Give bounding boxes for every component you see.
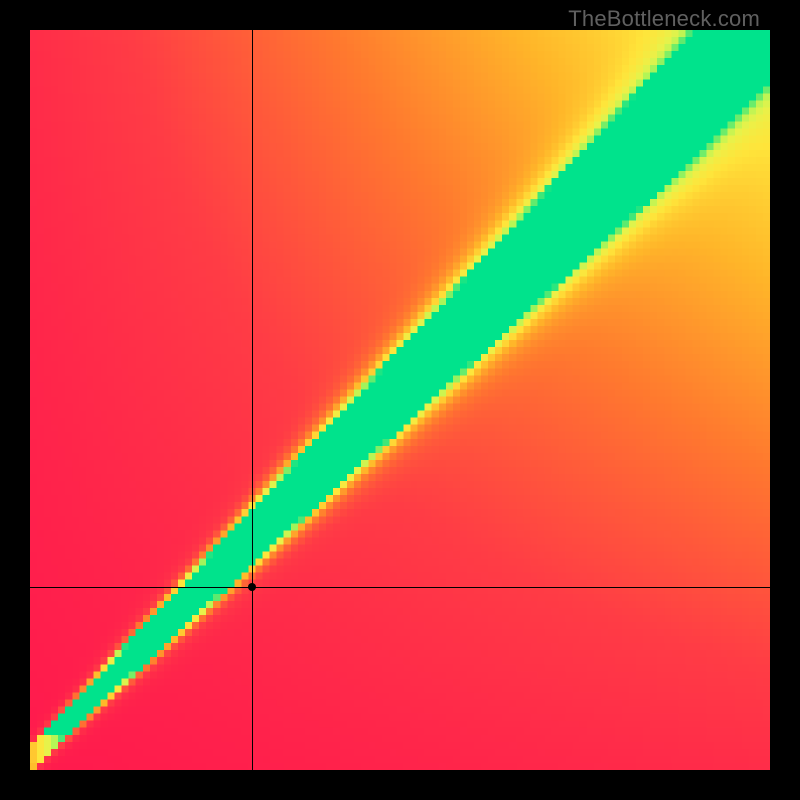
heatmap-canvas [30, 30, 770, 770]
watermark-text: TheBottleneck.com [568, 6, 760, 32]
marker-dot [248, 583, 256, 591]
bottleneck-heatmap [30, 30, 770, 770]
